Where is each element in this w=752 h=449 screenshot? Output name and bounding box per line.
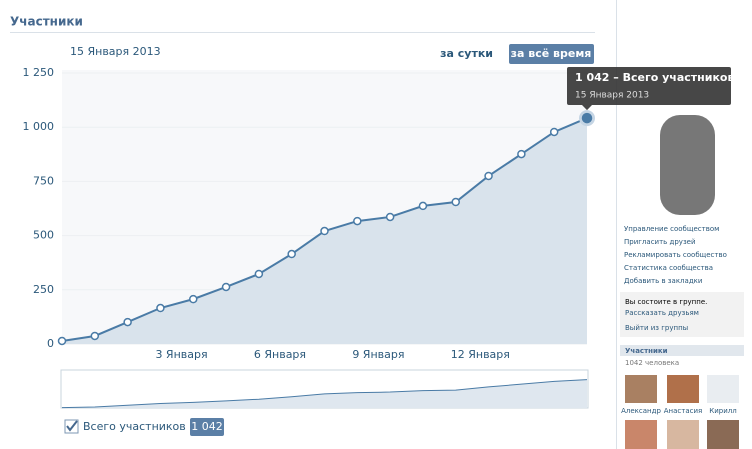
sidebar-link[interactable]: Пригласить друзей	[624, 238, 696, 246]
day-button[interactable]: за сутки	[440, 47, 493, 60]
sidebar-link[interactable]: Добавить в закладки	[624, 277, 702, 285]
data-point	[581, 112, 593, 124]
member-photo[interactable]	[707, 375, 739, 403]
all-button-bg[interactable]	[509, 44, 594, 64]
tooltip-date: 15 Января 2013	[575, 91, 649, 101]
section-title: Участники	[10, 15, 83, 29]
data-point	[156, 303, 165, 313]
x-tick-label: 9 Января	[352, 348, 404, 361]
membership-status: Вы состоите в группе.	[625, 298, 707, 306]
y-tick-label: 250	[33, 283, 54, 296]
data-point	[189, 294, 198, 304]
tooltip-title: 1 042 – Всего участников	[575, 71, 734, 84]
member-photo[interactable]	[625, 420, 657, 449]
checkmark	[66, 420, 78, 432]
share-link[interactable]: Рассказать друзьям	[625, 309, 699, 317]
data-point	[221, 282, 231, 292]
data-point	[320, 226, 329, 236]
leave-link[interactable]: Выйти из группы	[625, 324, 688, 332]
data-point	[123, 317, 132, 327]
members-title: Участники	[625, 347, 668, 355]
member-name[interactable]: Анастасия	[664, 407, 702, 415]
y-tick-label: 500	[33, 229, 54, 242]
data-point	[353, 216, 362, 226]
x-tick-label: 6 Января	[254, 348, 306, 361]
x-tick-label: 12 Января	[451, 348, 510, 361]
y-tick-label: 750	[33, 174, 54, 187]
chart-date: 15 Января 2013	[70, 45, 161, 58]
sidebar-link[interactable]: Управление сообществом	[624, 225, 719, 233]
members-count: 1042 человека	[625, 359, 679, 367]
y-tick-label: 0	[47, 337, 54, 350]
count-badge	[190, 418, 224, 436]
member-photo[interactable]	[667, 420, 699, 449]
member-photo[interactable]	[707, 420, 739, 449]
member-photo[interactable]	[625, 375, 657, 403]
member-name[interactable]: Кирилл	[709, 407, 736, 415]
sidebar-link[interactable]: Рекламировать сообщество	[624, 251, 727, 259]
legend-entry[interactable]: Всего участников	[83, 420, 186, 433]
count-badge-text: 1 042	[191, 420, 223, 433]
member-name[interactable]: Александр	[621, 407, 661, 415]
members-header	[620, 345, 744, 356]
member-photo[interactable]	[667, 375, 699, 403]
sidebar-link[interactable]: Статистика сообщества	[624, 264, 713, 272]
data-point	[484, 171, 493, 181]
data-point	[418, 201, 428, 211]
data-point	[451, 197, 460, 207]
y-tick-label: 1 000	[23, 120, 55, 133]
group-avatar[interactable]	[660, 115, 715, 215]
y-tick-label: 1 250	[23, 66, 55, 79]
all-button[interactable]: за всё время	[511, 47, 592, 60]
data-point	[57, 336, 67, 346]
navigator-line	[61, 379, 588, 409]
title-rule	[10, 32, 595, 33]
data-point	[287, 249, 296, 259]
data-point	[549, 127, 559, 137]
tooltip-pointer	[582, 105, 592, 111]
data-point	[90, 331, 100, 341]
sidebar-border	[616, 0, 617, 449]
x-tick-label: 3 Января	[155, 348, 207, 361]
membership-box	[620, 292, 744, 337]
data-point	[254, 269, 264, 279]
data-point	[385, 212, 395, 222]
data-point	[517, 149, 526, 159]
tooltip-box	[567, 67, 731, 105]
